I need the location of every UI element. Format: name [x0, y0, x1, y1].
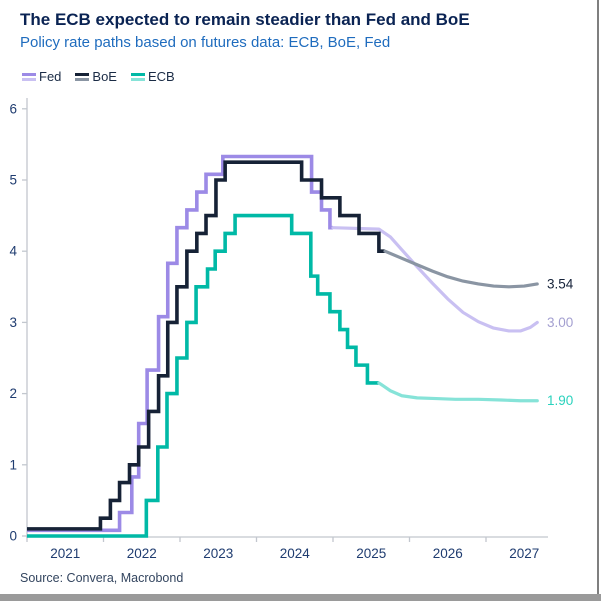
chart-legend: Fed BoE ECB	[22, 69, 175, 84]
x-axis-year-label: 2025	[356, 546, 386, 561]
boe-end-value-label: 3.54	[547, 276, 574, 291]
legend-label-ecb: ECB	[147, 69, 175, 84]
x-axis-year-label: 2027	[509, 546, 539, 561]
fed-end-value-label: 3.00	[547, 315, 573, 330]
y-axis-tick-label: 4	[9, 244, 17, 259]
x-axis-year-label: 2024	[280, 546, 311, 561]
y-axis-tick-label: 1	[9, 457, 17, 472]
legend-item-fed: Fed	[22, 69, 61, 84]
ecb-forecast-line	[377, 381, 539, 403]
ecb-line-swatch-icon	[130, 72, 145, 81]
chart-title: The ECB expected to remain steadier than…	[20, 10, 470, 29]
y-axis-tick-label: 2	[9, 386, 17, 401]
boe-history-line	[27, 160, 386, 531]
fed-history-line	[27, 154, 333, 533]
chart-subtitle: Policy rate paths based on futures data:…	[20, 34, 391, 51]
window-bottom-border	[0, 594, 601, 601]
x-axis-year-label: 2026	[433, 546, 463, 561]
legend-item-boe: BoE	[75, 69, 117, 84]
fed-forecast-line	[331, 226, 539, 333]
x-axis-year-label: 2022	[127, 546, 157, 561]
source-note: Source: Convera, Macrobond	[20, 571, 184, 585]
x-axis-year-label: 2023	[203, 546, 233, 561]
y-axis-tick-label: 5	[9, 173, 17, 188]
ecb-end-value-label: 1.90	[547, 393, 573, 408]
y-axis-tick-label: 6	[9, 101, 17, 116]
y-axis-tick-label: 0	[9, 529, 17, 544]
x-axis-year-label: 2021	[50, 546, 80, 561]
boe-line-swatch-icon	[75, 72, 90, 81]
ecb-history-line	[27, 213, 379, 538]
legend-item-ecb: ECB	[130, 69, 175, 84]
boe-forecast-line	[383, 249, 539, 289]
legend-label-fed: Fed	[39, 69, 62, 84]
y-axis-tick-label: 3	[9, 315, 17, 330]
window-right-border	[597, 0, 599, 601]
fed-line-swatch-icon	[22, 72, 36, 81]
legend-label-boe: BoE	[92, 69, 117, 84]
